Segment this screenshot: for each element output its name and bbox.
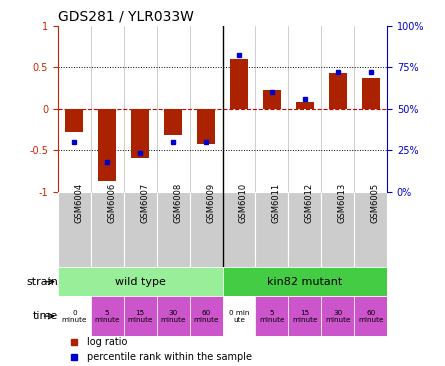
- Bar: [255, 192, 288, 268]
- Text: GSM6011: GSM6011: [272, 183, 281, 223]
- Bar: [288, 192, 321, 268]
- Text: GDS281 / YLR033W: GDS281 / YLR033W: [58, 9, 194, 23]
- Text: kin82 mutant: kin82 mutant: [267, 277, 343, 287]
- Text: 0
minute: 0 minute: [61, 310, 87, 322]
- Bar: [362, 78, 380, 109]
- Bar: [157, 296, 190, 336]
- Bar: [98, 109, 116, 181]
- Text: log ratio: log ratio: [88, 337, 128, 347]
- Text: 15
minute: 15 minute: [127, 310, 153, 322]
- Bar: [131, 109, 149, 158]
- Text: 0 min
ute: 0 min ute: [229, 310, 249, 322]
- Text: 30
minute: 30 minute: [325, 310, 351, 322]
- Text: GSM6004: GSM6004: [74, 183, 83, 223]
- Bar: [230, 59, 248, 109]
- Bar: [288, 296, 321, 336]
- Bar: [58, 192, 91, 268]
- Bar: [255, 296, 288, 336]
- Text: GSM6013: GSM6013: [338, 183, 347, 223]
- Bar: [222, 192, 255, 268]
- Bar: [190, 192, 222, 268]
- Text: 5
minute: 5 minute: [94, 310, 120, 322]
- Bar: [354, 296, 387, 336]
- Bar: [222, 296, 255, 336]
- Text: GSM6010: GSM6010: [239, 183, 248, 223]
- Bar: [124, 192, 157, 268]
- Bar: [157, 192, 190, 268]
- Bar: [124, 296, 157, 336]
- Text: 15
minute: 15 minute: [292, 310, 318, 322]
- Text: GSM6009: GSM6009: [206, 183, 215, 223]
- Text: wild type: wild type: [115, 277, 166, 287]
- Text: GSM6008: GSM6008: [173, 183, 182, 223]
- Text: 60
minute: 60 minute: [193, 310, 219, 322]
- Bar: [91, 296, 124, 336]
- Bar: [197, 109, 215, 144]
- Text: GSM6005: GSM6005: [371, 183, 380, 223]
- Text: percentile rank within the sample: percentile rank within the sample: [88, 352, 252, 362]
- Bar: [58, 296, 91, 336]
- Bar: [190, 296, 222, 336]
- Bar: [354, 192, 387, 268]
- Bar: [329, 73, 347, 109]
- Bar: [321, 296, 354, 336]
- Bar: [222, 268, 387, 296]
- Bar: [58, 268, 222, 296]
- Bar: [321, 192, 354, 268]
- Text: time: time: [32, 311, 58, 321]
- Text: 60
minute: 60 minute: [358, 310, 384, 322]
- Text: GSM6012: GSM6012: [305, 183, 314, 223]
- Text: GSM6007: GSM6007: [140, 183, 149, 223]
- Text: strain: strain: [26, 277, 58, 287]
- Bar: [65, 109, 83, 132]
- Text: 5
minute: 5 minute: [259, 310, 285, 322]
- Bar: [91, 192, 124, 268]
- Bar: [296, 102, 314, 109]
- Bar: [164, 109, 182, 135]
- Bar: [263, 90, 281, 109]
- Text: 30
minute: 30 minute: [160, 310, 186, 322]
- Text: GSM6006: GSM6006: [107, 183, 116, 223]
